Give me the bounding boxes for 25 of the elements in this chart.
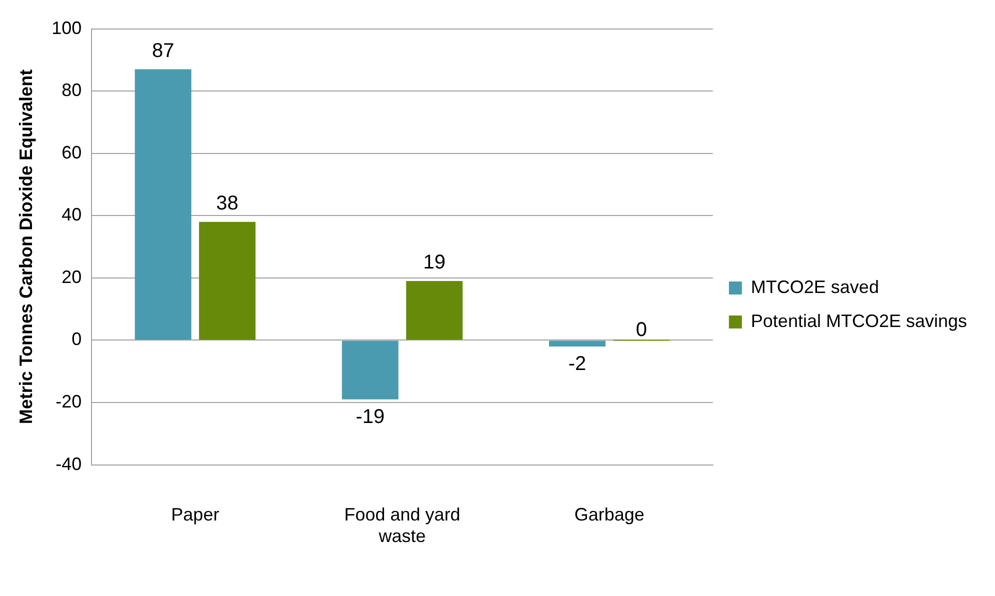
bar <box>342 340 398 400</box>
bar <box>134 69 192 340</box>
y-tick-label: 20 <box>62 266 82 287</box>
y-tick-label: 40 <box>62 204 82 225</box>
legend-label: MTCO2E saved <box>750 276 879 297</box>
data-label: -19 <box>356 406 385 428</box>
data-label: 38 <box>216 192 238 214</box>
y-axis-title: Metric Tonnes Carbon Dioxide Equivalent <box>16 69 36 424</box>
y-tick-label: 100 <box>52 18 82 38</box>
bar <box>199 222 256 340</box>
y-tick-label: 80 <box>62 80 82 100</box>
legend-label: Potential MTCO2E savings <box>750 310 968 331</box>
data-label: -2 <box>568 352 586 375</box>
data-label: 0 <box>636 319 648 342</box>
y-tick-label: 60 <box>62 142 82 162</box>
x-tick-label: Paper <box>171 504 220 525</box>
x-tick-label: Food and yard waste <box>344 504 460 546</box>
y-tick-label: -20 <box>56 391 82 412</box>
x-tick-label: Garbage <box>574 504 644 525</box>
bar <box>549 340 606 346</box>
data-label: 19 <box>423 252 446 274</box>
data-label: 87 <box>152 40 174 62</box>
y-tick-label: 0 <box>72 329 82 350</box>
bar <box>406 281 463 340</box>
y-tick-label: -40 <box>56 454 82 474</box>
